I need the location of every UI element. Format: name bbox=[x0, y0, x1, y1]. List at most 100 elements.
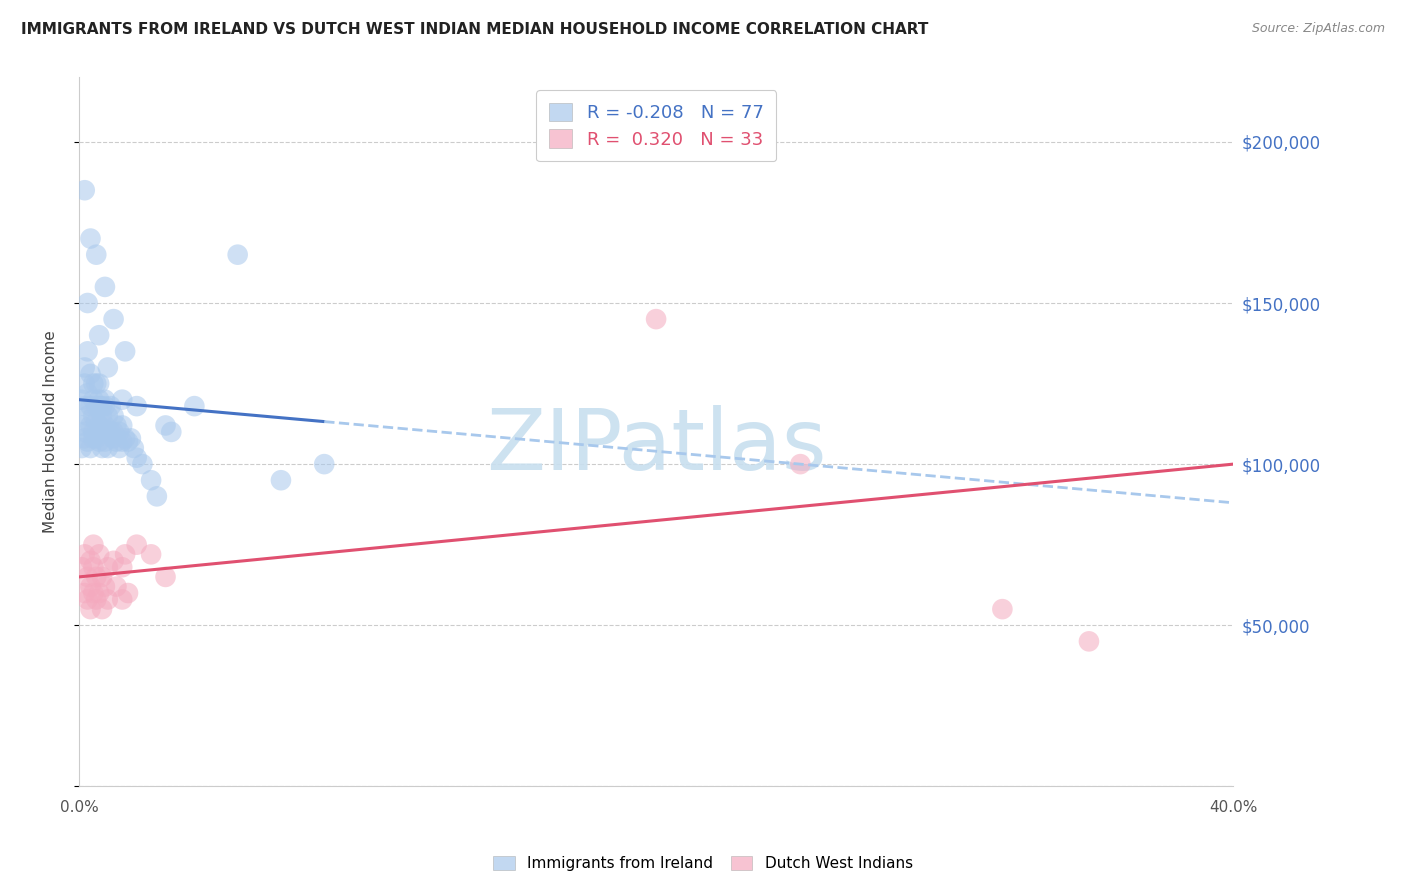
Point bbox=[91, 399, 114, 413]
Point bbox=[84, 431, 107, 445]
Point bbox=[73, 183, 96, 197]
Point bbox=[111, 392, 134, 407]
Point bbox=[73, 360, 96, 375]
Point bbox=[160, 425, 183, 439]
Point bbox=[125, 399, 148, 413]
Point bbox=[789, 457, 811, 471]
Point bbox=[76, 344, 98, 359]
Point bbox=[155, 418, 177, 433]
Point bbox=[82, 392, 104, 407]
Point bbox=[111, 560, 134, 574]
Point bbox=[100, 399, 122, 413]
Point bbox=[91, 425, 114, 439]
Point bbox=[79, 231, 101, 245]
Point bbox=[89, 376, 111, 391]
Point bbox=[139, 473, 162, 487]
Point bbox=[84, 248, 107, 262]
Point bbox=[94, 399, 117, 413]
Point bbox=[97, 425, 120, 439]
Point bbox=[79, 554, 101, 568]
Point bbox=[70, 560, 93, 574]
Point bbox=[79, 367, 101, 381]
Point bbox=[314, 457, 336, 471]
Point bbox=[76, 434, 98, 449]
Point bbox=[105, 434, 128, 449]
Point bbox=[70, 392, 93, 407]
Point bbox=[122, 441, 145, 455]
Point bbox=[103, 431, 125, 445]
Point bbox=[82, 560, 104, 574]
Point bbox=[70, 441, 93, 455]
Point bbox=[111, 592, 134, 607]
Point bbox=[94, 434, 117, 449]
Point bbox=[73, 586, 96, 600]
Point bbox=[89, 586, 111, 600]
Point bbox=[73, 547, 96, 561]
Point bbox=[108, 425, 131, 439]
Point bbox=[84, 399, 107, 413]
Point bbox=[131, 457, 153, 471]
Point bbox=[73, 399, 96, 413]
Point bbox=[125, 450, 148, 465]
Point bbox=[89, 434, 111, 449]
Point bbox=[82, 431, 104, 445]
Point bbox=[84, 415, 107, 429]
Point bbox=[1078, 634, 1101, 648]
Point bbox=[89, 399, 111, 413]
Point bbox=[76, 296, 98, 310]
Point bbox=[79, 399, 101, 413]
Legend: R = -0.208   N = 77, R =  0.320   N = 33: R = -0.208 N = 77, R = 0.320 N = 33 bbox=[536, 90, 776, 161]
Point bbox=[97, 441, 120, 455]
Point bbox=[103, 312, 125, 326]
Point bbox=[94, 418, 117, 433]
Text: Source: ZipAtlas.com: Source: ZipAtlas.com bbox=[1251, 22, 1385, 36]
Point bbox=[82, 586, 104, 600]
Point bbox=[84, 570, 107, 584]
Point bbox=[91, 409, 114, 423]
Point bbox=[70, 418, 93, 433]
Point bbox=[114, 547, 136, 561]
Point bbox=[108, 441, 131, 455]
Point bbox=[117, 434, 139, 449]
Point bbox=[89, 418, 111, 433]
Point bbox=[79, 602, 101, 616]
Point bbox=[84, 376, 107, 391]
Point bbox=[94, 392, 117, 407]
Point bbox=[183, 399, 205, 413]
Point bbox=[125, 538, 148, 552]
Point bbox=[103, 554, 125, 568]
Point bbox=[73, 376, 96, 391]
Point bbox=[79, 580, 101, 594]
Text: ZIPatlas: ZIPatlas bbox=[486, 405, 827, 488]
Point bbox=[73, 425, 96, 439]
Point bbox=[97, 560, 120, 574]
Point bbox=[91, 570, 114, 584]
Point bbox=[111, 418, 134, 433]
Point bbox=[114, 431, 136, 445]
Point bbox=[139, 547, 162, 561]
Point bbox=[114, 344, 136, 359]
Point bbox=[97, 409, 120, 423]
Point bbox=[645, 312, 668, 326]
Point bbox=[73, 431, 96, 445]
Point bbox=[226, 248, 249, 262]
Point bbox=[79, 418, 101, 433]
Point bbox=[94, 280, 117, 294]
Point bbox=[91, 602, 114, 616]
Point bbox=[97, 592, 120, 607]
Point bbox=[270, 473, 292, 487]
Point bbox=[991, 602, 1014, 616]
Point bbox=[94, 580, 117, 594]
Point bbox=[105, 418, 128, 433]
Point bbox=[103, 425, 125, 439]
Point bbox=[84, 592, 107, 607]
Point bbox=[82, 425, 104, 439]
Point bbox=[76, 570, 98, 584]
Point bbox=[97, 360, 120, 375]
Point bbox=[105, 580, 128, 594]
Point bbox=[103, 409, 125, 423]
Legend: Immigrants from Ireland, Dutch West Indians: Immigrants from Ireland, Dutch West Indi… bbox=[486, 849, 920, 877]
Point bbox=[82, 376, 104, 391]
Point bbox=[82, 538, 104, 552]
Point bbox=[100, 425, 122, 439]
